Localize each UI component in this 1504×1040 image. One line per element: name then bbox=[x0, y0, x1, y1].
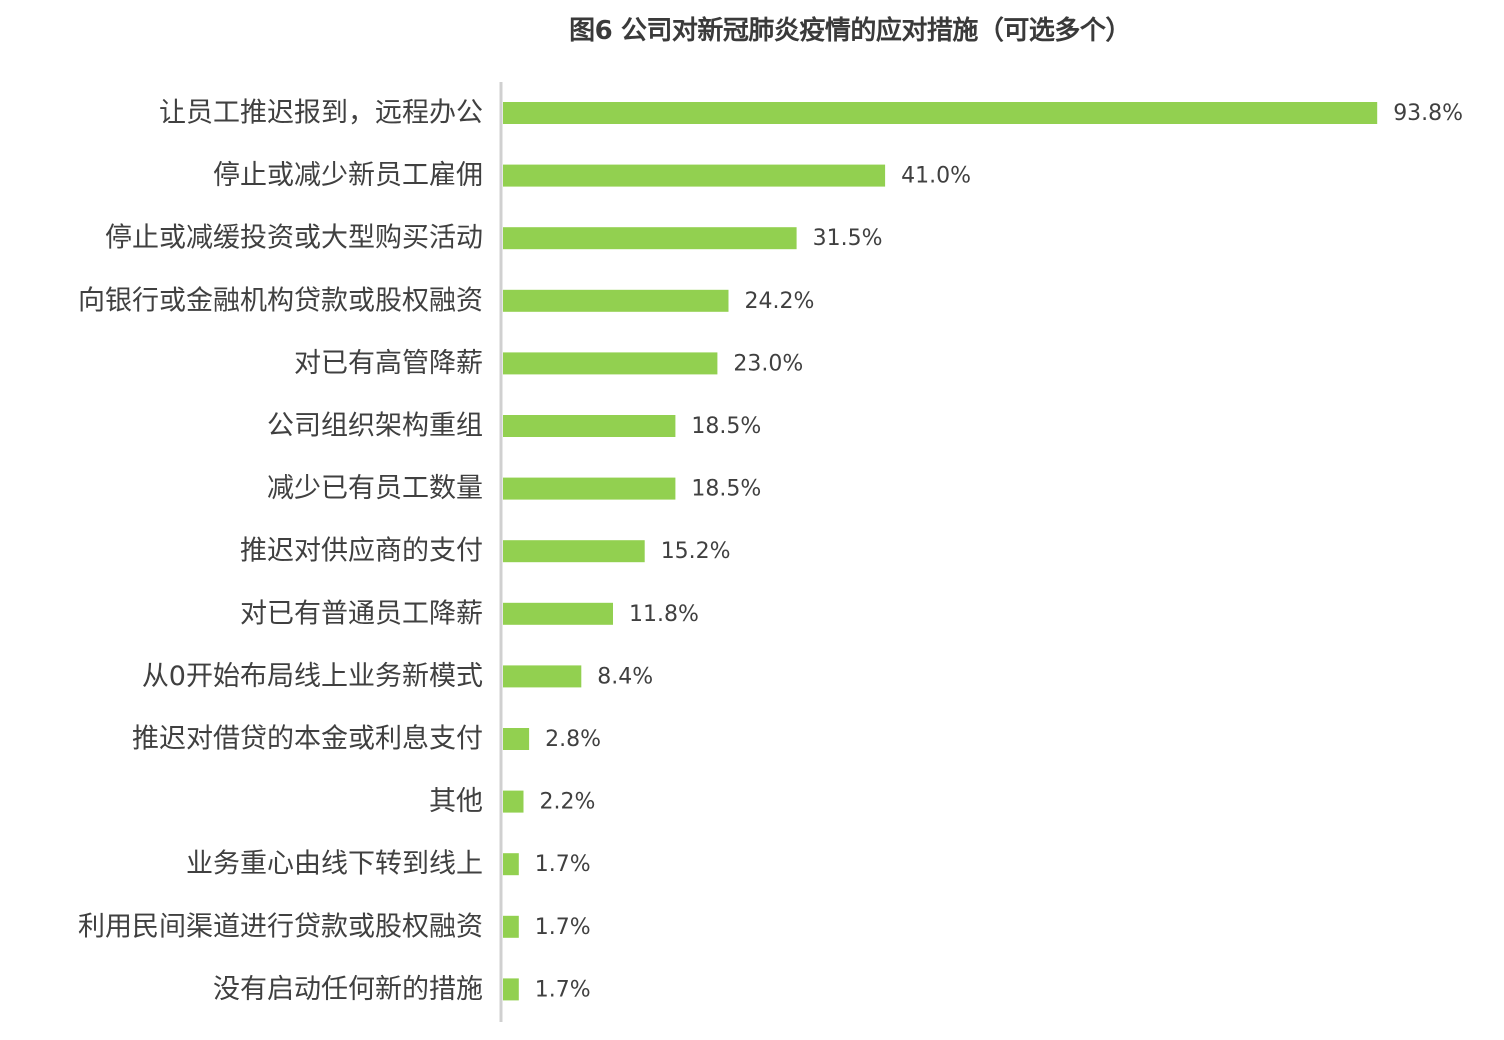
bar-0 bbox=[503, 102, 1378, 124]
value-label-11: 2.2% bbox=[540, 790, 596, 815]
value-label-2: 31.5% bbox=[813, 226, 883, 251]
bar-14 bbox=[503, 978, 519, 1001]
value-label-4: 23.0% bbox=[733, 351, 803, 376]
value-label-5: 18.5% bbox=[691, 414, 761, 439]
chart-title: 图6 公司对新冠肺炎疫情的应对措施（可选多个） bbox=[569, 16, 1131, 46]
category-label-5: 公司组织架构重组 bbox=[267, 411, 483, 442]
bar-13 bbox=[503, 915, 519, 938]
category-label-2: 停止或减缓投资或大型购买活动 bbox=[105, 223, 483, 254]
bar-2 bbox=[503, 227, 797, 250]
category-label-11: 其他 bbox=[429, 786, 483, 817]
value-label-13: 1.7% bbox=[535, 915, 591, 940]
category-label-4: 对已有高管降薪 bbox=[294, 348, 483, 379]
category-labels-layer: 让员工推迟报到，远程办公停止或减少新员工雇佣停止或减缓投资或大型购买活动向银行或… bbox=[78, 98, 483, 1005]
value-label-3: 24.2% bbox=[745, 289, 815, 314]
value-label-14: 1.7% bbox=[535, 977, 591, 1002]
category-label-0: 让员工推迟报到，远程办公 bbox=[159, 98, 483, 129]
value-label-8: 11.8% bbox=[629, 602, 699, 627]
category-label-3: 向银行或金融机构贷款或股权融资 bbox=[78, 285, 483, 316]
bar-6 bbox=[503, 477, 676, 500]
bar-7 bbox=[503, 540, 645, 563]
bar-12 bbox=[503, 853, 519, 876]
value-labels-layer: 93.8% 41.0% 31.5% 24.2% 23.0% 18.5% 18.5% 15.2%… bbox=[535, 101, 1463, 1002]
value-label-10: 2.8% bbox=[545, 727, 601, 752]
value-label-12: 1.7% bbox=[535, 852, 591, 877]
bar-1 bbox=[503, 164, 886, 187]
bar-3 bbox=[503, 289, 729, 312]
value-label-9: 8.4% bbox=[597, 664, 653, 689]
bar-4 bbox=[503, 352, 718, 375]
category-label-13: 利用民间渠道进行贷款或股权融资 bbox=[78, 911, 483, 942]
bar-9 bbox=[503, 665, 582, 688]
value-label-7: 15.2% bbox=[661, 539, 731, 564]
category-label-6: 减少已有员工数量 bbox=[267, 473, 483, 504]
category-label-8: 对已有普通员工降薪 bbox=[240, 598, 483, 629]
value-label-1: 41.0% bbox=[901, 164, 971, 189]
bar-11 bbox=[503, 790, 524, 813]
category-label-10: 推迟对借贷的本金或利息支付 bbox=[132, 724, 483, 755]
bars-layer bbox=[503, 102, 1378, 1001]
category-label-1: 停止或减少新员工雇佣 bbox=[213, 160, 483, 191]
bar-8 bbox=[503, 602, 613, 625]
category-label-7: 推迟对供应商的支付 bbox=[240, 536, 483, 567]
category-label-12: 业务重心由线下转到线上 bbox=[186, 849, 483, 880]
bar-5 bbox=[503, 415, 676, 437]
bar-10 bbox=[503, 728, 530, 750]
category-label-9: 从0开始布局线上业务新模式 bbox=[142, 661, 483, 692]
value-label-6: 18.5% bbox=[691, 477, 761, 502]
category-label-14: 没有启动任何新的措施 bbox=[213, 974, 483, 1005]
value-label-0: 93.8% bbox=[1393, 101, 1463, 126]
